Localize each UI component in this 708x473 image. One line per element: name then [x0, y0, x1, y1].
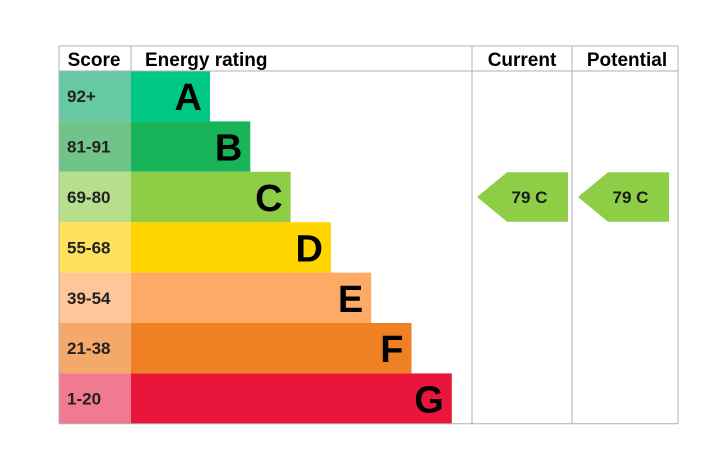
- potential-rating-label: 79 C: [613, 188, 649, 207]
- header-energy-rating: Energy rating: [145, 50, 267, 71]
- score-cell-f: [59, 323, 131, 374]
- band-bar-b: [131, 121, 251, 172]
- band-letter-g: G: [414, 380, 444, 422]
- score-cell-a: [59, 71, 131, 122]
- band-letter-f: F: [380, 329, 403, 371]
- band-bar-e: [131, 272, 372, 323]
- potential-rating-arrow: [578, 172, 669, 222]
- current-rating-arrow: [477, 172, 568, 222]
- chart-grid: [58, 45, 679, 425]
- score-label-d: 55-68: [67, 238, 110, 257]
- band-bar-f: [131, 323, 412, 374]
- band-letter-e: E: [338, 279, 363, 321]
- score-cell-d: [59, 222, 131, 273]
- score-label-b: 81-91: [67, 138, 110, 157]
- rating-bands: 92+ A 81-91 B 69-80 C 55-68 D 39-54 E 21-38 F 1-20 G: [59, 71, 452, 424]
- score-cell-g: [59, 373, 131, 424]
- band-bar-d: [131, 222, 331, 273]
- score-label-c: 69-80: [67, 188, 110, 207]
- band-letter-a: A: [175, 77, 202, 119]
- band-bar-a: [131, 71, 210, 122]
- current-rating-label: 79 C: [512, 188, 548, 207]
- score-label-e: 39-54: [67, 289, 111, 308]
- rating-arrows: 79 C 79 C: [477, 172, 669, 222]
- band-letter-b: B: [215, 128, 242, 170]
- band-bar-c: [131, 171, 291, 223]
- score-cell-b: [59, 121, 131, 172]
- score-cell-e: [59, 272, 131, 323]
- band-letter-d: D: [295, 228, 322, 270]
- score-label-g: 1-20: [67, 390, 101, 409]
- header-potential: Potential: [587, 50, 667, 71]
- band-letter-c: C: [255, 178, 282, 220]
- score-cell-c: [59, 171, 131, 223]
- score-label-a: 92+: [67, 87, 96, 106]
- header-current: Current: [488, 50, 557, 71]
- header-score: Score: [68, 50, 121, 71]
- score-label-f: 21-38: [67, 339, 110, 358]
- band-bar-g: [131, 373, 452, 424]
